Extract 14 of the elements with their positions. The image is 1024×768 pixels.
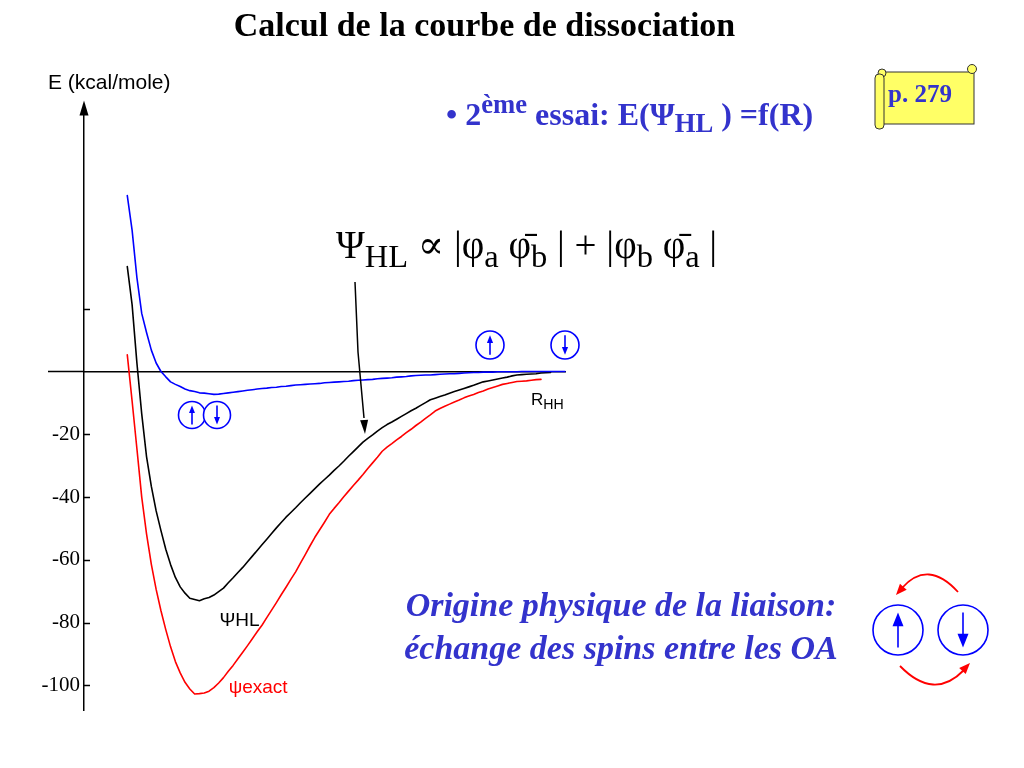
text: Ψ$_{HL}$ ∝ |φ$_{a}$ φ̄$_{b}$ | + |φ$_{b}$ φ̄$_{a}$ | — [336, 223, 718, 274]
y-tick-label: -40 — [52, 483, 80, 508]
annotation: Origine physique de la liaison: échange des spins entre les OA — [403, 585, 839, 668]
chart-subtitle: • 2$^{ème}$ essai: E(Ψ$_{HL}$ ) =f(R) — [446, 88, 814, 140]
y-tick-label: -80 — [52, 609, 80, 634]
y-tick-label: -60 — [52, 546, 80, 571]
y-tick-label: -20 — [52, 420, 80, 445]
series-label: ψexact — [228, 676, 289, 698]
text: p. 279 — [887, 80, 953, 108]
chart-title: Calcul de la courbe de dissociation — [232, 6, 737, 44]
y-tick-label: -100 — [41, 672, 80, 696]
series-label: ΨHL — [219, 608, 260, 630]
x-axis-title: R$_{HH}$ — [531, 390, 564, 413]
y-axis-title: E (kcal/mole) — [48, 70, 171, 94]
